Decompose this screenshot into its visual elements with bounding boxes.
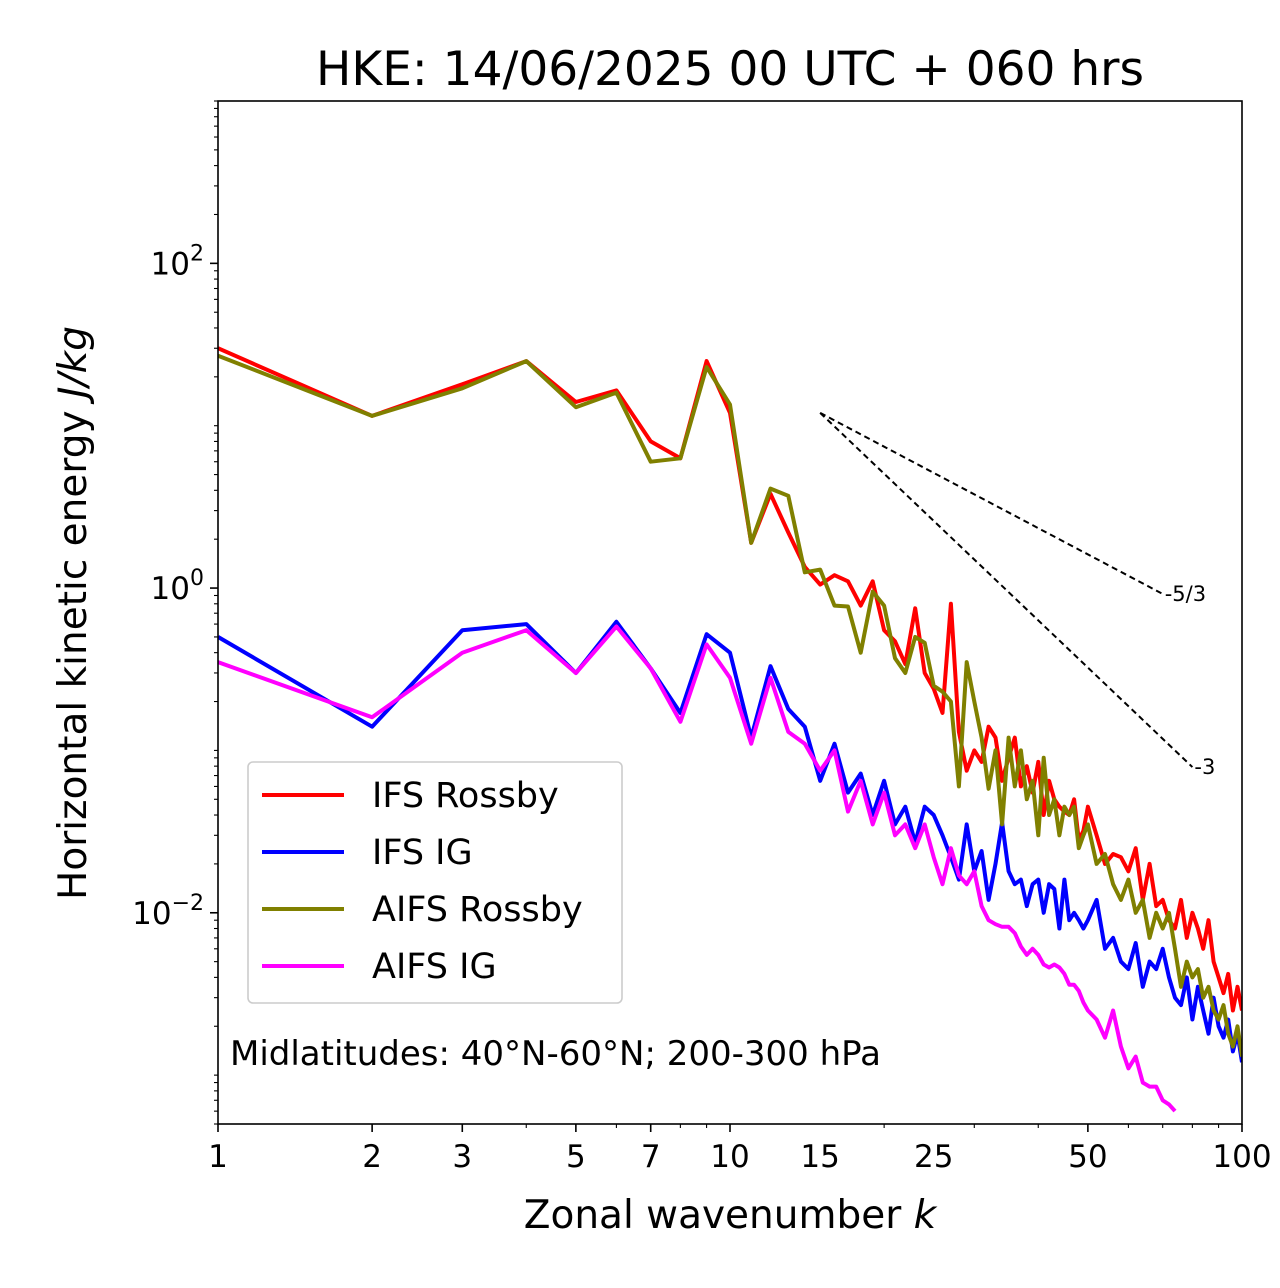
x-tick-label: 10 [710,1139,749,1175]
x-tick-label: 3 [452,1139,472,1175]
x-tick-label: 1 [208,1139,228,1175]
legend-label: IFS Rossby [372,776,559,816]
x-tick-label: 2 [362,1139,382,1175]
y-tick-label: 100 [151,566,204,607]
x-axis-label: Zonal wavenumber k [524,1193,938,1238]
y-tick-label: 102 [151,241,204,282]
x-tick-label: 50 [1068,1139,1107,1175]
x-tick-label: 5 [566,1139,586,1175]
series-lines [218,346,1242,1113]
legend-label: AIFS IG [372,947,497,987]
x-tick-label: 7 [641,1139,661,1175]
reference-line-label: -3 [1194,755,1215,779]
y-axis-label-text: Horizontal kinetic energy [51,398,96,900]
y-tick-label: 10−2 [132,891,204,932]
x-tick-label: 100 [1212,1139,1271,1175]
y-axis-label-unit: J/kg [51,326,96,405]
legend-label: AIFS Rossby [372,890,583,930]
region-annotation: Midlatitudes: 40°N-60°N; 200-300 hPa [230,1034,881,1074]
reference-line-label: -5/3 [1165,582,1206,606]
reference-slope-lines: -5/3 -3 [819,411,1215,779]
series-line [218,353,1242,1057]
legend-frame [247,761,623,1004]
legend: IFS Rossby IFS IG AIFS Rossby AIFS IG [247,761,623,1004]
series-line [218,346,1242,1013]
series-line [218,624,1177,1113]
reference-line [819,412,1194,768]
x-tick-label: 25 [914,1139,953,1175]
series-line [218,619,1242,1063]
reference-line [819,411,1164,595]
y-axis-label: Horizontal kinetic energy J/kg [51,326,96,900]
legend-label: IFS IG [372,833,473,873]
x-axis-label-text: Zonal wavenumber [524,1193,914,1238]
plot-area: -5/3 -3 1 2 3 5 7 10 15 25 50 100 102 100 10−2 [132,100,1272,1175]
x-tick-label: 15 [800,1139,839,1175]
x-axis-label-symbol: k [914,1193,938,1238]
x-axis: 1 2 3 5 7 10 15 25 50 100 [208,1124,1272,1175]
y-axis: 102 100 10−2 [132,100,218,1125]
chart-title: HKE: 14/06/2025 00 UTC + 060 hrs [316,42,1144,97]
